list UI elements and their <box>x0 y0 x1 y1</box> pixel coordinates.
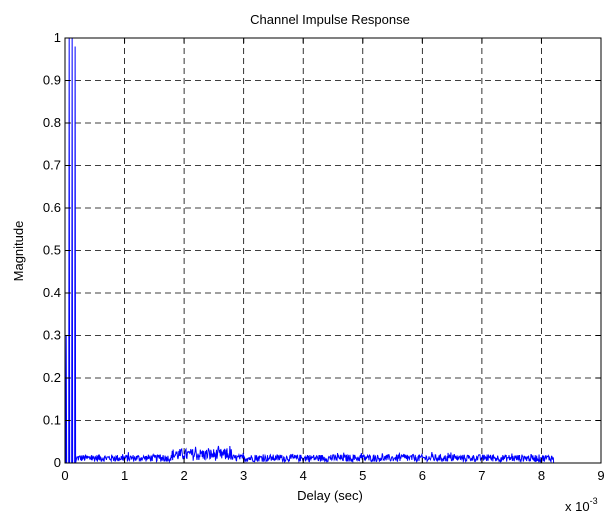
y-tick-label: 0.8 <box>43 115 61 130</box>
x-axis-exponent: x 10-3 <box>565 496 598 513</box>
y-tick-label: 0 <box>54 455 61 470</box>
x-tick-label: 6 <box>419 468 426 483</box>
y-tick-label: 0.2 <box>43 370 61 385</box>
x-axis-exponent-base: x 10 <box>565 499 590 513</box>
x-tick-label: 9 <box>597 468 604 483</box>
x-tick-label: 5 <box>359 468 366 483</box>
y-tick-label: 0.6 <box>43 200 61 215</box>
y-tick-label: 0.7 <box>43 158 61 173</box>
x-axis-exponent-power: -3 <box>590 496 598 506</box>
x-tick-label: 1 <box>121 468 128 483</box>
chart-title: Channel Impulse Response <box>250 12 410 27</box>
y-tick-label: 0.5 <box>43 243 61 258</box>
tick-layer: 0 1 2 3 4 5 6 7 8 9 0 0.1 0.2 0.3 0.4 0.5 0.6 0.7 0.8 0.9 1 <box>43 30 605 483</box>
x-tick-label: 0 <box>61 468 68 483</box>
series-layer <box>64 37 555 464</box>
x-axis-label: Delay (sec) <box>297 488 363 503</box>
plot-area-background <box>65 38 601 463</box>
x-tick-label: 8 <box>538 468 545 483</box>
x-tick-label: 4 <box>300 468 307 483</box>
impulse-response-series <box>64 37 555 464</box>
x-tick-label: 2 <box>180 468 187 483</box>
y-tick-label: 0.4 <box>43 285 61 300</box>
y-tick-label: 0.9 <box>43 73 61 88</box>
x-tick-label: 3 <box>240 468 247 483</box>
y-tick-label: 0.3 <box>43 328 61 343</box>
y-axis-label: Magnitude <box>11 221 26 282</box>
y-tick-label: 0.1 <box>43 413 61 428</box>
y-tick-label: 1 <box>54 30 61 45</box>
x-tick-label: 7 <box>478 468 485 483</box>
grid-layer <box>65 38 601 463</box>
